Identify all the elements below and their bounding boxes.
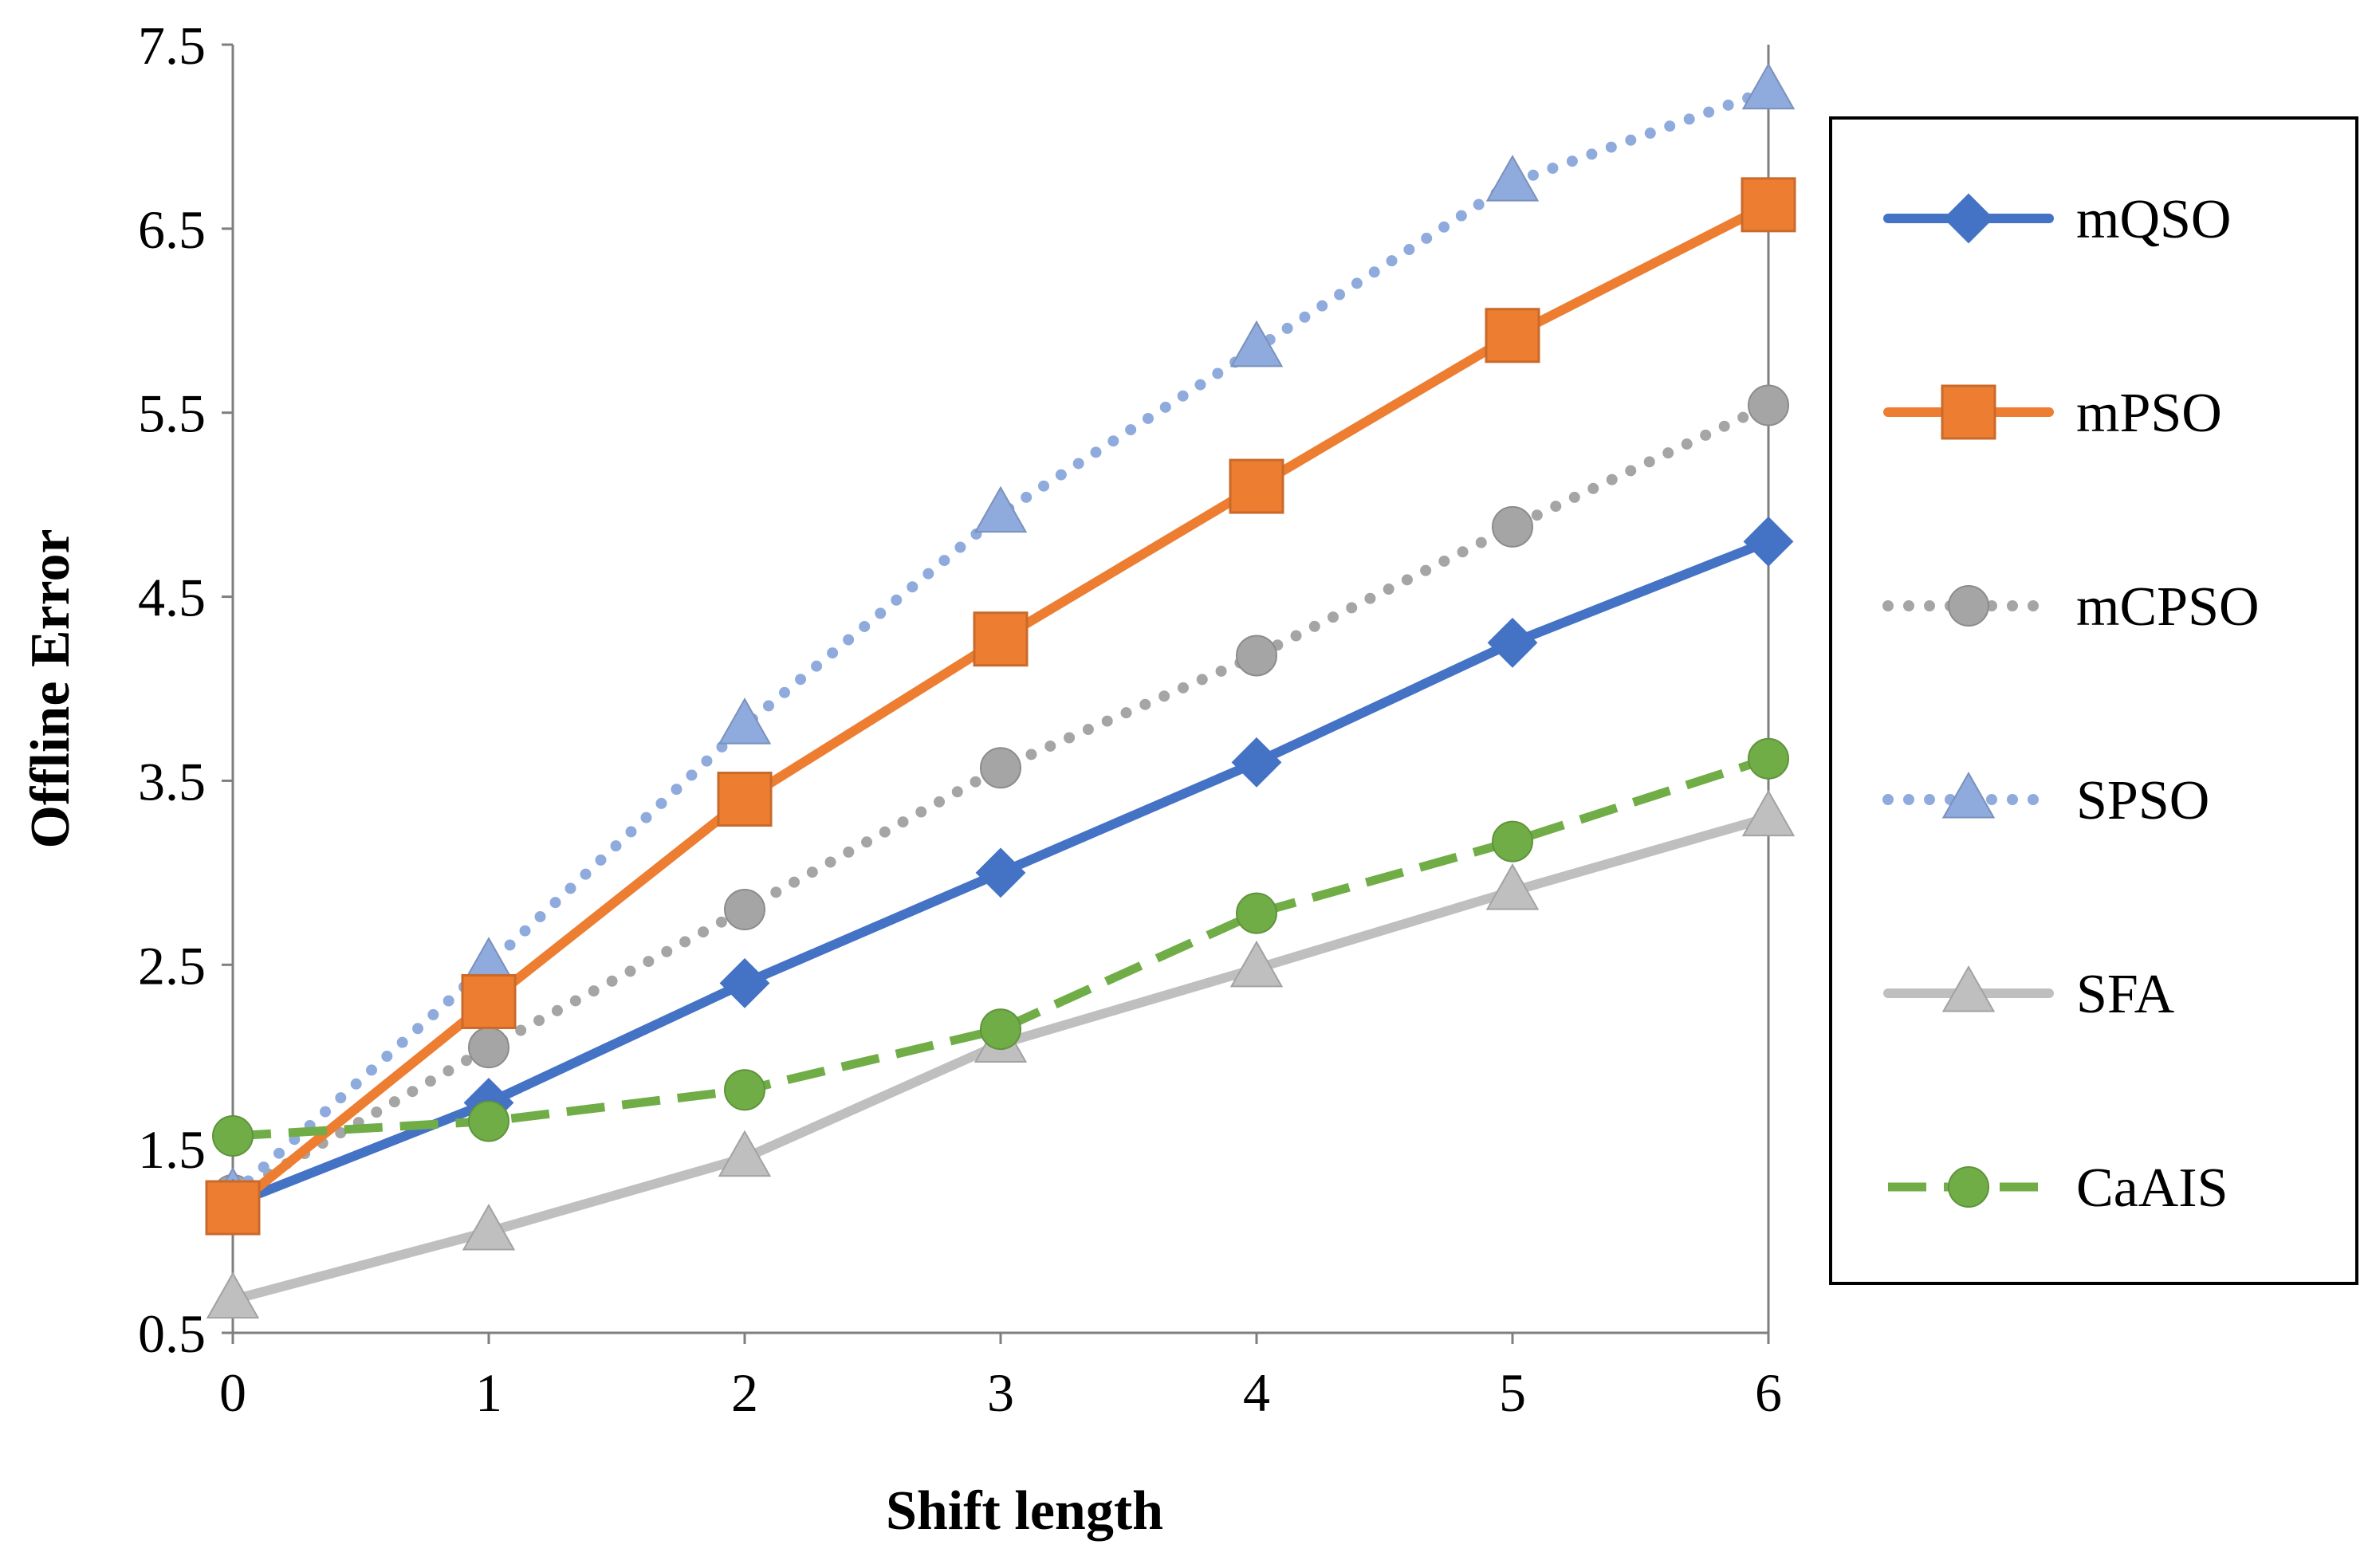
y-tick-label: 7.5 [138, 15, 206, 76]
point-sfa-6 [1741, 789, 1796, 837]
point-sfa-0 [206, 1271, 260, 1318]
series-layer [205, 62, 1796, 1318]
x-tick-label: 3 [987, 1362, 1014, 1423]
point-sfa-1 [462, 1204, 516, 1251]
point-mpso-1 [461, 973, 517, 1029]
x-tick-label: 1 [475, 1362, 502, 1423]
point-caais-2 [724, 1069, 765, 1111]
point-mcpso-3 [980, 747, 1021, 789]
legend-item-sfa: SFA [1883, 964, 2175, 1025]
x-tick-label: 5 [1499, 1362, 1526, 1423]
point-mqso-3 [975, 847, 1026, 898]
legend: mQSO mPSO mCPSO SPSO SFA CaAIS [1829, 116, 2358, 1285]
point-sfa-4 [1229, 940, 1284, 988]
point-mcpso-1 [468, 1027, 509, 1069]
point-mpso-2 [717, 772, 773, 827]
point-spso-2 [718, 698, 772, 745]
point-caais-0 [212, 1114, 254, 1157]
legend-label-spso: SPSO [2076, 770, 2209, 831]
point-mpso-0 [205, 1180, 261, 1236]
legend-marker-mpso [1941, 384, 1996, 440]
legend-label-mpso: mPSO [2076, 383, 2222, 444]
y-tick-label: 4.5 [138, 568, 206, 628]
x-tick-label: 4 [1243, 1362, 1270, 1423]
legend-box [1829, 116, 2358, 1285]
x-axis-ticks: 0 1 2 3 4 5 6 [219, 1333, 1782, 1423]
point-mqso-5 [1487, 617, 1538, 668]
point-mcpso-5 [1492, 505, 1533, 548]
point-mqso-6 [1743, 516, 1794, 567]
legend-marker-sfa [1941, 965, 1996, 1012]
legend-label-mqso: mQSO [2076, 189, 2231, 250]
point-mpso-4 [1229, 458, 1284, 514]
point-mcpso-6 [1748, 384, 1789, 426]
point-mcpso-2 [724, 889, 765, 931]
point-sfa-5 [1485, 863, 1540, 910]
point-spso-4 [1229, 320, 1284, 367]
point-mpso-5 [1485, 308, 1540, 364]
series-mpso [205, 177, 1796, 1236]
point-mpso-6 [1741, 177, 1796, 233]
y-tick-label: 0.5 [138, 1303, 206, 1364]
legend-item-spso: SPSO [1882, 770, 2209, 831]
y-axis-title: Offline Error [20, 529, 81, 848]
point-mpso-3 [973, 611, 1029, 667]
series-caais [212, 737, 1789, 1157]
legend-marker-caais [1948, 1166, 1989, 1208]
x-axis-title: Shift length [886, 1480, 1163, 1542]
legend-item-caais: CaAIS [1888, 1157, 2228, 1219]
point-caais-1 [468, 1100, 509, 1142]
legend-item-mpso: mPSO [1883, 383, 2222, 444]
x-tick-label: 2 [731, 1362, 758, 1423]
legend-label-sfa: SFA [2076, 964, 2175, 1025]
x-tick-label: 6 [1755, 1362, 1782, 1423]
point-caais-3 [980, 1008, 1021, 1051]
y-tick-label: 5.5 [138, 383, 206, 444]
legend-item-mqso: mQSO [1883, 189, 2231, 250]
y-axis-ticks: 0.5 1.5 2.5 3.5 4.5 5.5 6.5 7.5 [138, 15, 233, 1364]
legend-label-caais: CaAIS [2076, 1157, 2228, 1219]
point-spso-6 [1741, 62, 1796, 110]
point-sfa-2 [718, 1130, 772, 1177]
point-mqso-4 [1231, 737, 1282, 788]
y-tick-label: 6.5 [138, 199, 206, 260]
point-mqso-2 [719, 957, 770, 1008]
y-tick-label: 2.5 [138, 935, 206, 996]
legend-marker-mcpso [1948, 585, 1989, 627]
point-spso-5 [1485, 155, 1540, 202]
point-spso-3 [974, 485, 1028, 533]
point-mcpso-4 [1236, 635, 1277, 677]
x-tick-label: 0 [219, 1362, 246, 1423]
y-tick-label: 1.5 [138, 1119, 206, 1180]
legend-item-mcpso: mCPSO [1882, 576, 2260, 638]
point-caais-4 [1236, 892, 1277, 934]
point-caais-5 [1492, 820, 1533, 863]
y-tick-label: 3.5 [138, 751, 206, 812]
legend-label-mcpso: mCPSO [2076, 576, 2260, 638]
legend-marker-mqso [1943, 193, 1994, 244]
point-caais-6 [1748, 737, 1789, 780]
legend-marker-spso [1941, 771, 1996, 819]
series-line-caais [232, 754, 1770, 1141]
